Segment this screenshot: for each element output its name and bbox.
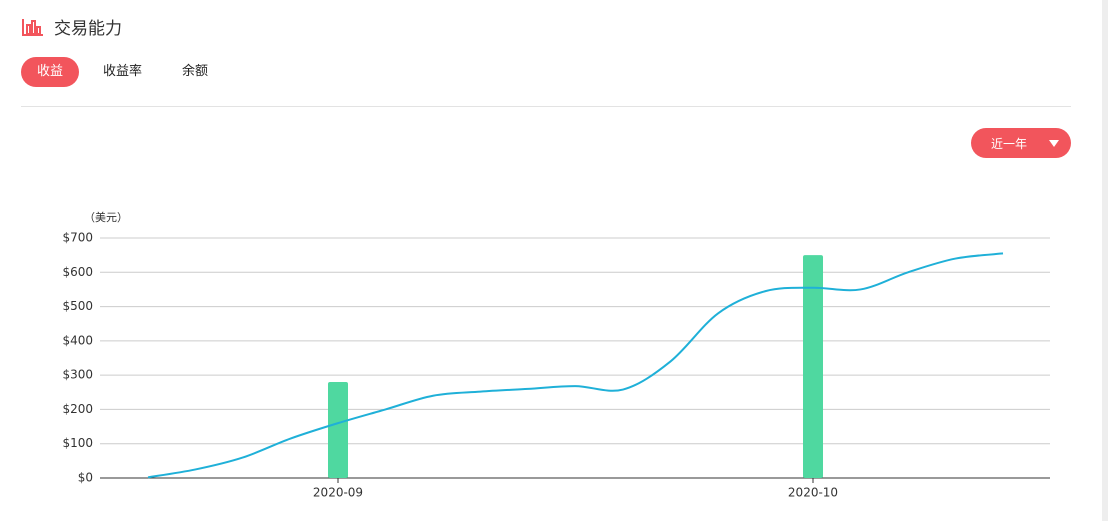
bar [328,382,348,478]
range-dropdown[interactable]: 近一年 [971,128,1071,158]
y-tick-label: $400 [62,333,93,347]
y-tick-label: $700 [62,231,93,245]
y-tick-label: $600 [62,265,93,279]
tab[interactable]: 收益 [21,57,80,87]
bar [803,255,823,478]
y-tick-label: $300 [62,368,93,382]
y-tick-label: $500 [62,299,93,313]
tabs: 收益 收益率 余额 [21,57,224,87]
scrollbar [1102,0,1108,521]
y-axis-label: （美元） [84,211,128,224]
chart-icon [22,18,43,36]
y-tick-label: $0 [78,471,93,485]
tab[interactable]: 余额 [182,64,209,79]
line [147,252,1004,479]
caret [1049,139,1060,147]
x-tick-label: 2020-10 [788,486,838,500]
header: 交易能力 [22,14,122,39]
dropdown-label: 近一年 [991,136,1028,151]
header-title: 交易能力 [54,19,122,39]
y-tick-label: $200 [62,402,93,416]
divider [21,106,1071,107]
x-tick-label: 2020-09 [313,486,363,500]
y-tick-label: $100 [62,436,93,450]
tab[interactable]: 收益率 [103,64,143,79]
